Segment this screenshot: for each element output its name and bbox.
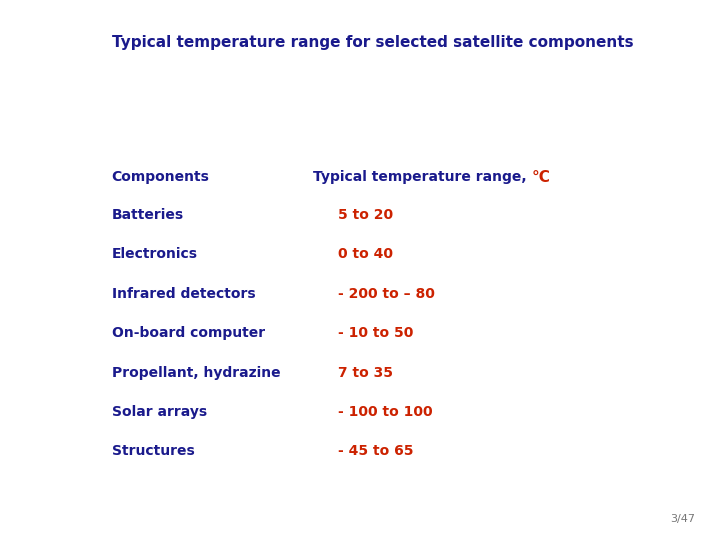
Text: Batteries: Batteries (112, 208, 184, 222)
Text: Components: Components (112, 170, 210, 184)
Text: 0 to 40: 0 to 40 (338, 247, 393, 261)
Text: - 10 to 50: - 10 to 50 (338, 326, 414, 340)
Text: Typical temperature range for selected satellite components: Typical temperature range for selected s… (112, 35, 633, 50)
Text: - 100 to 100: - 100 to 100 (338, 405, 433, 419)
Text: Propellant, hydrazine: Propellant, hydrazine (112, 366, 280, 380)
Text: °C: °C (531, 170, 551, 185)
Text: Electronics: Electronics (112, 247, 197, 261)
Text: Structures: Structures (112, 444, 194, 458)
Text: Solar arrays: Solar arrays (112, 405, 207, 419)
Text: Infrared detectors: Infrared detectors (112, 287, 255, 301)
Text: 5 to 20: 5 to 20 (338, 208, 394, 222)
Text: 7 to 35: 7 to 35 (338, 366, 393, 380)
Text: On-board computer: On-board computer (112, 326, 265, 340)
Text: - 45 to 65: - 45 to 65 (338, 444, 414, 458)
Text: Typical temperature range,: Typical temperature range, (313, 170, 531, 184)
Text: - 200 to – 80: - 200 to – 80 (338, 287, 436, 301)
Text: 3/47: 3/47 (670, 514, 695, 524)
